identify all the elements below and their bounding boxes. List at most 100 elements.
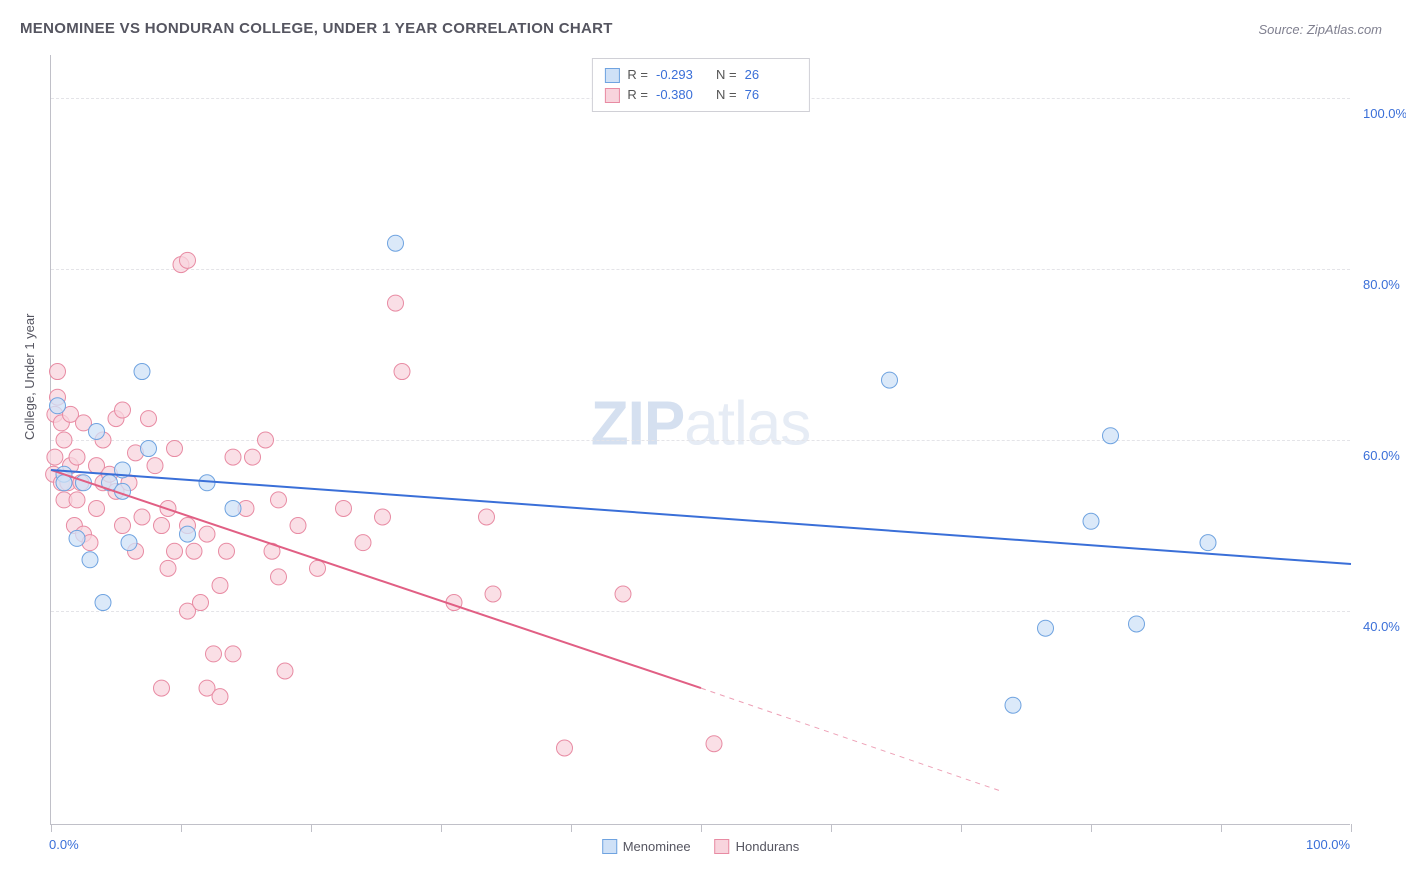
scatter-point [50,398,66,414]
scatter-point [186,543,202,559]
scatter-point [212,577,228,593]
scatter-point [180,252,196,268]
scatter-point [141,411,157,427]
scatter-point [121,535,137,551]
legend-stats: R = -0.293 N = 26 R = -0.380 N = 76 [591,58,809,112]
scatter-point [277,663,293,679]
stat-r-value-2: -0.380 [656,85,708,105]
scatter-point [882,372,898,388]
scatter-point [1005,697,1021,713]
scatter-point [1103,428,1119,444]
trendline-blue [51,470,1351,564]
scatter-point [134,509,150,525]
legend-label-1: Menominee [623,839,691,854]
x-tick [961,824,962,832]
y-tick-label: 40.0% [1363,619,1400,634]
scatter-point [212,689,228,705]
y-axis-title: College, Under 1 year [22,314,37,440]
scatter-point [160,560,176,576]
trendline-pink [51,470,701,688]
scatter-point [225,646,241,662]
stat-n-value-2: 76 [745,85,797,105]
stat-n-label: N = [716,85,737,105]
legend-label-2: Hondurans [736,839,800,854]
scatter-point [310,560,326,576]
stat-n-value-1: 26 [745,65,797,85]
scatter-point [167,543,183,559]
scatter-point [1200,535,1216,551]
scatter-point [1038,620,1054,636]
scatter-point [479,509,495,525]
scatter-point [336,500,352,516]
scatter-point [219,543,235,559]
plot-area: ZIPatlas R = -0.293 N = 26 R = -0.380 N … [50,55,1350,825]
stat-n-label: N = [716,65,737,85]
scatter-point [271,492,287,508]
y-tick-label: 80.0% [1363,277,1400,292]
swatch-blue-icon [604,68,619,83]
source-attribution: Source: ZipAtlas.com [1258,22,1382,37]
legend-stats-row-1: R = -0.293 N = 26 [604,65,796,85]
x-tick [1351,824,1352,832]
scatter-point [557,740,573,756]
scatter-point [141,441,157,457]
scatter-point [706,736,722,752]
x-tick [1221,824,1222,832]
scatter-point [1129,616,1145,632]
scatter-point [69,449,85,465]
x-tick [701,824,702,832]
stat-r-value-1: -0.293 [656,65,708,85]
scatter-point [388,295,404,311]
scatter-point [388,235,404,251]
y-tick-label: 100.0% [1363,106,1406,121]
scatter-point [394,364,410,380]
scatter-point [69,530,85,546]
scatter-point [206,646,222,662]
stat-r-label: R = [627,85,648,105]
x-tick [831,824,832,832]
scatter-point [258,432,274,448]
y-tick-label: 60.0% [1363,448,1400,463]
scatter-point [47,449,63,465]
x-tick [311,824,312,832]
scatter-point [115,402,131,418]
stat-r-label: R = [627,65,648,85]
legend-series: Menominee Hondurans [602,839,800,854]
scatter-point [290,518,306,534]
scatter-point [375,509,391,525]
x-tick [571,824,572,832]
scatter-point [199,526,215,542]
scatter-point [134,364,150,380]
chart-title: MENOMINEE VS HONDURAN COLLEGE, UNDER 1 Y… [20,20,613,37]
scatter-point [615,586,631,602]
scatter-point [193,595,209,611]
swatch-pink-icon [715,839,730,854]
scatter-point [89,423,105,439]
scatter-point [154,518,170,534]
scatter-point [95,595,111,611]
swatch-pink-icon [604,88,619,103]
x-tick [51,824,52,832]
trendline-pink-dashed [701,688,1000,791]
scatter-point [89,500,105,516]
scatter-point [56,432,72,448]
scatter-point [225,449,241,465]
scatter-point [355,535,371,551]
legend-stats-row-2: R = -0.380 N = 76 [604,85,796,105]
scatter-point [50,364,66,380]
scatter-point [82,552,98,568]
legend-item-2: Hondurans [715,839,800,854]
x-tick [441,824,442,832]
scatter-point [199,475,215,491]
scatter-point [154,680,170,696]
scatter-point [245,449,261,465]
scatter-point [115,518,131,534]
chart-svg [51,55,1350,824]
scatter-point [271,569,287,585]
scatter-point [1083,513,1099,529]
x-tick [1091,824,1092,832]
scatter-point [147,458,163,474]
scatter-point [167,441,183,457]
x-tick [181,824,182,832]
scatter-point [180,526,196,542]
